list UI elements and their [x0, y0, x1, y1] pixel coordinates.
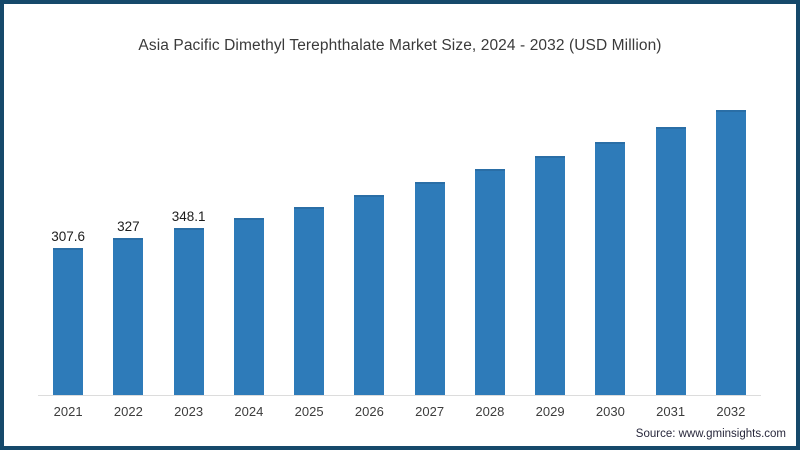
x-tick-label: 2031: [656, 404, 686, 419]
x-tick-label: 2022: [113, 404, 143, 419]
bar-group: 2026: [339, 103, 399, 419]
bar: [655, 127, 686, 395]
bar-group: 2024: [219, 103, 279, 419]
x-tick-label: 2028: [475, 404, 505, 419]
bar: [233, 218, 264, 395]
bar-value-label: 327: [117, 218, 140, 234]
bar-group: 2027: [400, 103, 460, 419]
bar: [474, 169, 505, 395]
bar: [113, 238, 144, 395]
bar-group: 307.6 2021: [38, 103, 98, 419]
bar-group: 2030: [580, 103, 640, 419]
x-tick-label: 2029: [535, 404, 565, 419]
bar: [294, 207, 325, 395]
bar: [715, 110, 746, 395]
x-tick-label: 2030: [595, 404, 625, 419]
x-tick-label: 2027: [415, 404, 445, 419]
x-tick-label: 2032: [716, 404, 746, 419]
bar-group: 2031: [641, 103, 701, 419]
bar: [595, 142, 626, 395]
bar-group: 2025: [279, 103, 339, 419]
bar-group: 2028: [460, 103, 520, 419]
bar: [354, 195, 385, 395]
x-tick-label: 2023: [174, 404, 204, 419]
bar: [414, 182, 445, 395]
x-tick-label: 2026: [354, 404, 384, 419]
bar: [535, 156, 566, 395]
bar-chart-plot-area: 307.6 2021 327 2022 348.1 2023 2024 2025 2026 202…: [38, 103, 761, 419]
bar: [53, 248, 84, 395]
bar-group: 2032: [701, 103, 761, 419]
bar-value-label: 348.1: [171, 208, 206, 224]
x-tick-label: 2021: [53, 404, 83, 419]
bar-group: 2029: [520, 103, 580, 419]
x-tick-label: 2025: [294, 404, 324, 419]
bar-value-label: 307.6: [51, 228, 86, 244]
source-credit: Source: www.gminsights.com: [635, 428, 786, 440]
bar: [173, 228, 204, 395]
bar-group: 327 2022: [98, 103, 158, 419]
bar-group: 348.1 2023: [159, 103, 219, 419]
chart-title: Asia Pacific Dimethyl Terephthalate Mark…: [138, 37, 662, 54]
x-tick-label: 2024: [234, 404, 264, 419]
